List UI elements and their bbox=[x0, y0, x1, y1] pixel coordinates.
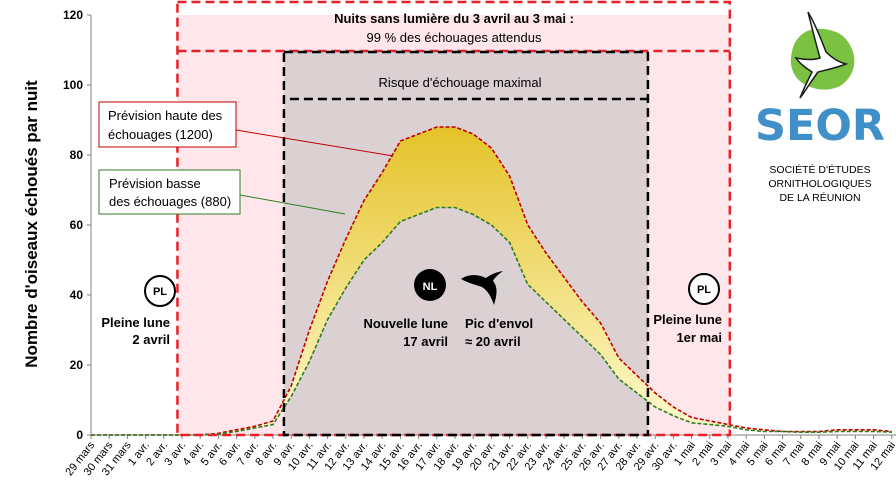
high-callout-leader bbox=[235, 129, 394, 157]
new-moon-label: Nouvelle lune bbox=[363, 316, 448, 331]
seor-logo-line1: SOCIÉTÉ D'ÉTUDES bbox=[769, 163, 870, 176]
peak-flight-label: Pic d'envol bbox=[465, 316, 533, 331]
full-moon-icon bbox=[144, 275, 176, 307]
new-moon-symbol: NL bbox=[423, 281, 438, 293]
y-tick-label: 40 bbox=[70, 288, 84, 302]
seor-logo: SEOR SOCIÉTÉ D'ÉTUDES ORNITHOLOGIQUES DE… bbox=[755, 11, 885, 204]
night-zone-subtitle: 99 % des échouages attendus bbox=[367, 30, 542, 45]
y-tick-label: 100 bbox=[63, 78, 83, 92]
petrel-icon bbox=[461, 271, 503, 305]
critical-zone-subtitle: Risque d'échouage maximal bbox=[379, 75, 542, 90]
full-moon-icon bbox=[688, 273, 720, 305]
full-moon-symbol: PL bbox=[697, 284, 711, 296]
new-moon-marker: NL bbox=[414, 269, 446, 301]
y-tick-label: 60 bbox=[70, 218, 84, 232]
series-line-high bbox=[91, 126, 892, 436]
high-callout-line2: échouages (1200) bbox=[108, 127, 213, 142]
full-moon-symbol: PL bbox=[153, 286, 167, 298]
full-moon-marker-2: PL bbox=[688, 273, 720, 305]
y-axis-title: Nombre d'oiseaux échoués par nuit bbox=[22, 80, 41, 368]
new-moon-date: 17 avril bbox=[403, 334, 448, 349]
y-tick-label: 80 bbox=[70, 148, 84, 162]
high-callout-line1: Prévision haute des bbox=[108, 108, 223, 123]
low-callout-box bbox=[98, 169, 241, 215]
albatross-icon bbox=[794, 11, 849, 99]
critical-zone-frame bbox=[282, 50, 650, 437]
new-moon-icon bbox=[414, 269, 446, 301]
y-tick-label: 20 bbox=[70, 358, 84, 372]
full-moon-1-label: Pleine lune bbox=[101, 315, 170, 330]
full-moon-1-date: 2 avril bbox=[132, 332, 170, 347]
seor-logo-text: SEOR bbox=[755, 101, 885, 151]
night-zone-title: Nuits sans lumière du 3 avril au 3 mai : bbox=[334, 11, 574, 26]
low-callout-line2: des échouages (880) bbox=[109, 194, 231, 209]
full-moon-2-label: Pleine lune bbox=[653, 312, 722, 327]
peak-flight-date: ≈ 20 avril bbox=[465, 334, 521, 349]
critical-zone bbox=[283, 52, 648, 435]
high-callout-box bbox=[98, 101, 237, 148]
y-ticks: 0 20 40 60 80 100 120 bbox=[63, 8, 91, 442]
seor-logo-line3: DE LA RÉUNION bbox=[779, 191, 860, 204]
full-moon-2-date: 1er mai bbox=[676, 330, 722, 345]
seor-logo-line2: ORNITHOLOGIQUES bbox=[768, 178, 871, 190]
series-line-low bbox=[91, 206, 892, 436]
low-callout-leader bbox=[239, 194, 346, 215]
low-callout-line1: Prévision basse bbox=[109, 176, 201, 191]
forecast-band-fill bbox=[91, 127, 892, 435]
full-moon-marker-1: PL bbox=[144, 275, 176, 307]
y-tick-label: 0 bbox=[76, 428, 83, 442]
y-tick-label: 120 bbox=[63, 8, 83, 22]
